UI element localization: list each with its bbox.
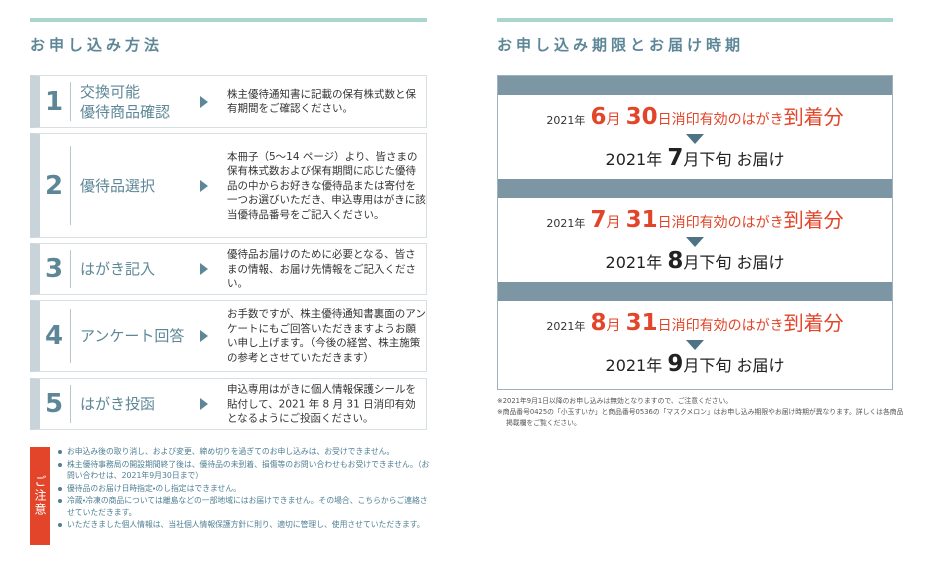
- deadline-year: 2021年: [546, 114, 586, 127]
- notice-label: ご注意: [30, 447, 50, 545]
- month-unit: 月: [606, 215, 621, 231]
- period: 2021年 7月 31日消印有効のはがき到着分 2021年 8月下旬 お届け: [498, 198, 892, 282]
- deadline-day: 31: [625, 310, 658, 336]
- step-label: 交換可能 優待商品確認: [80, 82, 170, 122]
- arrival: 到着分: [783, 208, 844, 232]
- delivery-month: 9: [667, 351, 684, 377]
- deadline-year: 2021年: [546, 320, 586, 333]
- down-arrow: [686, 134, 704, 144]
- delivery-year: 2021年: [605, 253, 663, 272]
- delivery-suffix: 月下旬: [683, 150, 732, 169]
- divider: [70, 146, 71, 225]
- step: 4 アンケート回答 お手数ですが、株主優待通知書裏面のアンケートにもご回答いただきま…: [30, 300, 427, 372]
- deadline-line: 2021年 6月 30日消印有効のはがき到着分: [498, 101, 892, 130]
- note: いただきました個人情報は、当社個人情報保護方針に則り、適切に管理し、使用させてい…: [58, 519, 430, 531]
- right-title: お申し込み期限とお届け時期: [497, 36, 745, 54]
- footnote: ※商品番号0425の「小玉すいか」と商品番号0536の「マスクメロン」はお申し込…: [497, 408, 904, 427]
- divider: [70, 385, 71, 423]
- step-label-line: はがき記入: [80, 260, 156, 278]
- arrival: 到着分: [783, 105, 844, 129]
- delivery-line: 2021年 8月下旬 お届け: [498, 248, 892, 274]
- step-number: 2: [44, 170, 64, 201]
- arrow: [200, 398, 208, 410]
- delivery-line: 2021年 7月下旬 お届け: [498, 145, 892, 171]
- delivery: お届け: [736, 356, 785, 375]
- left-top-rule: [30, 18, 427, 22]
- step-label-line: アンケート回答: [80, 327, 185, 345]
- step-description: 申込専用はがきに個人情報保護シールを貼付して、2021 年 8 月 31 日消印…: [227, 383, 416, 425]
- divider: [70, 309, 71, 363]
- month-unit: 月: [606, 318, 621, 334]
- note: お申込み後の取り消し、および変更、締め切りを過ぎてのお申し込みは、お受けできませ…: [58, 446, 430, 458]
- period: 2021年 6月 30日消印有効のはがき到着分 2021年 7月下旬 お届け: [498, 95, 892, 179]
- band: [498, 282, 892, 301]
- note: 優待品のお届け日時指定・のし指定はできません。: [58, 483, 430, 495]
- step-description: 本冊子（5〜14 ページ）より、皆さまの保有株式数および保有期間に応じた優待品の…: [227, 150, 426, 221]
- band: [498, 76, 892, 95]
- deadline-year: 2021年: [546, 217, 586, 230]
- arrow: [200, 179, 208, 192]
- deadline-month: 6: [590, 104, 607, 130]
- divider: [70, 82, 71, 121]
- left-title: お申し込み方法: [30, 36, 164, 54]
- arrow: [200, 95, 208, 108]
- divider: [70, 250, 71, 288]
- footnote: ※2021年9月1日以降のお申し込みは無効となりますので、ご注意ください。: [497, 397, 733, 405]
- down-arrow: [686, 340, 704, 350]
- arrival: 到着分: [783, 311, 844, 335]
- step-label: はがき投函: [80, 394, 155, 414]
- periods-box: 2021年 6月 30日消印有効のはがき到着分 2021年 7月下旬 お届け 202…: [497, 75, 893, 390]
- arrow: [200, 263, 208, 275]
- step: 1 交換可能 優待商品確認 株主優待通知書に記載の保有株式数と保有期間をご確認ください…: [30, 75, 427, 128]
- deadline-suffix: 日消印有効のはがき: [657, 112, 784, 128]
- step-description: お手数ですが、株主優待通知書裏面のアンケートにもご回答いただきますようお願い申し…: [227, 308, 426, 364]
- step-label-line: 優待商品確認: [80, 102, 171, 121]
- delivery-suffix: 月下旬: [683, 356, 732, 375]
- step-label: アンケート回答: [80, 326, 184, 346]
- step-label: はがき記入: [80, 259, 155, 279]
- step-label-line: 優待品選択: [80, 176, 156, 195]
- down-arrow: [686, 237, 704, 247]
- step-number: 1: [44, 86, 64, 117]
- footnotes: ※2021年9月1日以降のお申し込みは無効となりますので、ご注意ください。 ※商品…: [497, 396, 907, 429]
- delivery: お届け: [736, 253, 785, 272]
- month-unit: 月: [606, 112, 621, 128]
- delivery: お届け: [736, 150, 785, 169]
- right-top-rule: [497, 18, 893, 22]
- step-label-line: 交換可能: [80, 82, 141, 101]
- delivery-year: 2021年: [605, 150, 663, 169]
- deadline-month: 7: [590, 207, 607, 233]
- step-number: 5: [44, 389, 64, 419]
- delivery-month: 8: [667, 248, 684, 274]
- notes: お申込み後の取り消し、および変更、締め切りを過ぎてのお申し込みは、お受けできませ…: [58, 446, 430, 532]
- deadline-line: 2021年 8月 31日消印有効のはがき到着分: [498, 307, 892, 336]
- note: 冷蔵・冷凍の商品については離島などの一部地域にはお届けできません。その場合、こち…: [58, 495, 430, 518]
- step: 5 はがき投函 申込専用はがきに個人情報保護シールを貼付して、2021 年 8 月 …: [30, 378, 427, 430]
- deadline-month: 8: [590, 310, 607, 336]
- note: 株主優待事務局の開設期間終了後は、優待品の未到着、損傷等のお問い合わせもお受けで…: [58, 459, 430, 482]
- step: 2 優待品選択 本冊子（5〜14 ページ）より、皆さまの保有株式数および保有期間に応…: [30, 133, 427, 238]
- deadline-day: 30: [625, 104, 658, 130]
- deadline-day: 31: [625, 207, 658, 233]
- delivery-month: 7: [667, 145, 684, 171]
- delivery-year: 2021年: [605, 356, 663, 375]
- step-description: 株主優待通知書に記載の保有株式数と保有期間をご確認ください。: [227, 88, 416, 115]
- deadline-suffix: 日消印有効のはがき: [657, 318, 784, 334]
- band: [498, 179, 892, 198]
- delivery-line: 2021年 9月下旬 お届け: [498, 351, 892, 377]
- step-description: 優待品お届けのために必要となる、皆さまの情報、お届け先情報をご記入ください。: [227, 248, 416, 290]
- deadline-line: 2021年 7月 31日消印有効のはがき到着分: [498, 204, 892, 233]
- step-number: 4: [44, 321, 64, 351]
- step-label: 優待品選択: [80, 176, 155, 196]
- step-number: 3: [44, 254, 64, 284]
- delivery-suffix: 月下旬: [683, 253, 732, 272]
- step-label-line: はがき投函: [80, 395, 156, 413]
- period: 2021年 8月 31日消印有効のはがき到着分 2021年 9月下旬 お届け: [498, 301, 892, 385]
- step: 3 はがき記入 優待品お届けのために必要となる、皆さまの情報、お届け先情報をご記入く…: [30, 243, 427, 295]
- deadline-suffix: 日消印有効のはがき: [657, 215, 784, 231]
- arrow: [200, 330, 208, 342]
